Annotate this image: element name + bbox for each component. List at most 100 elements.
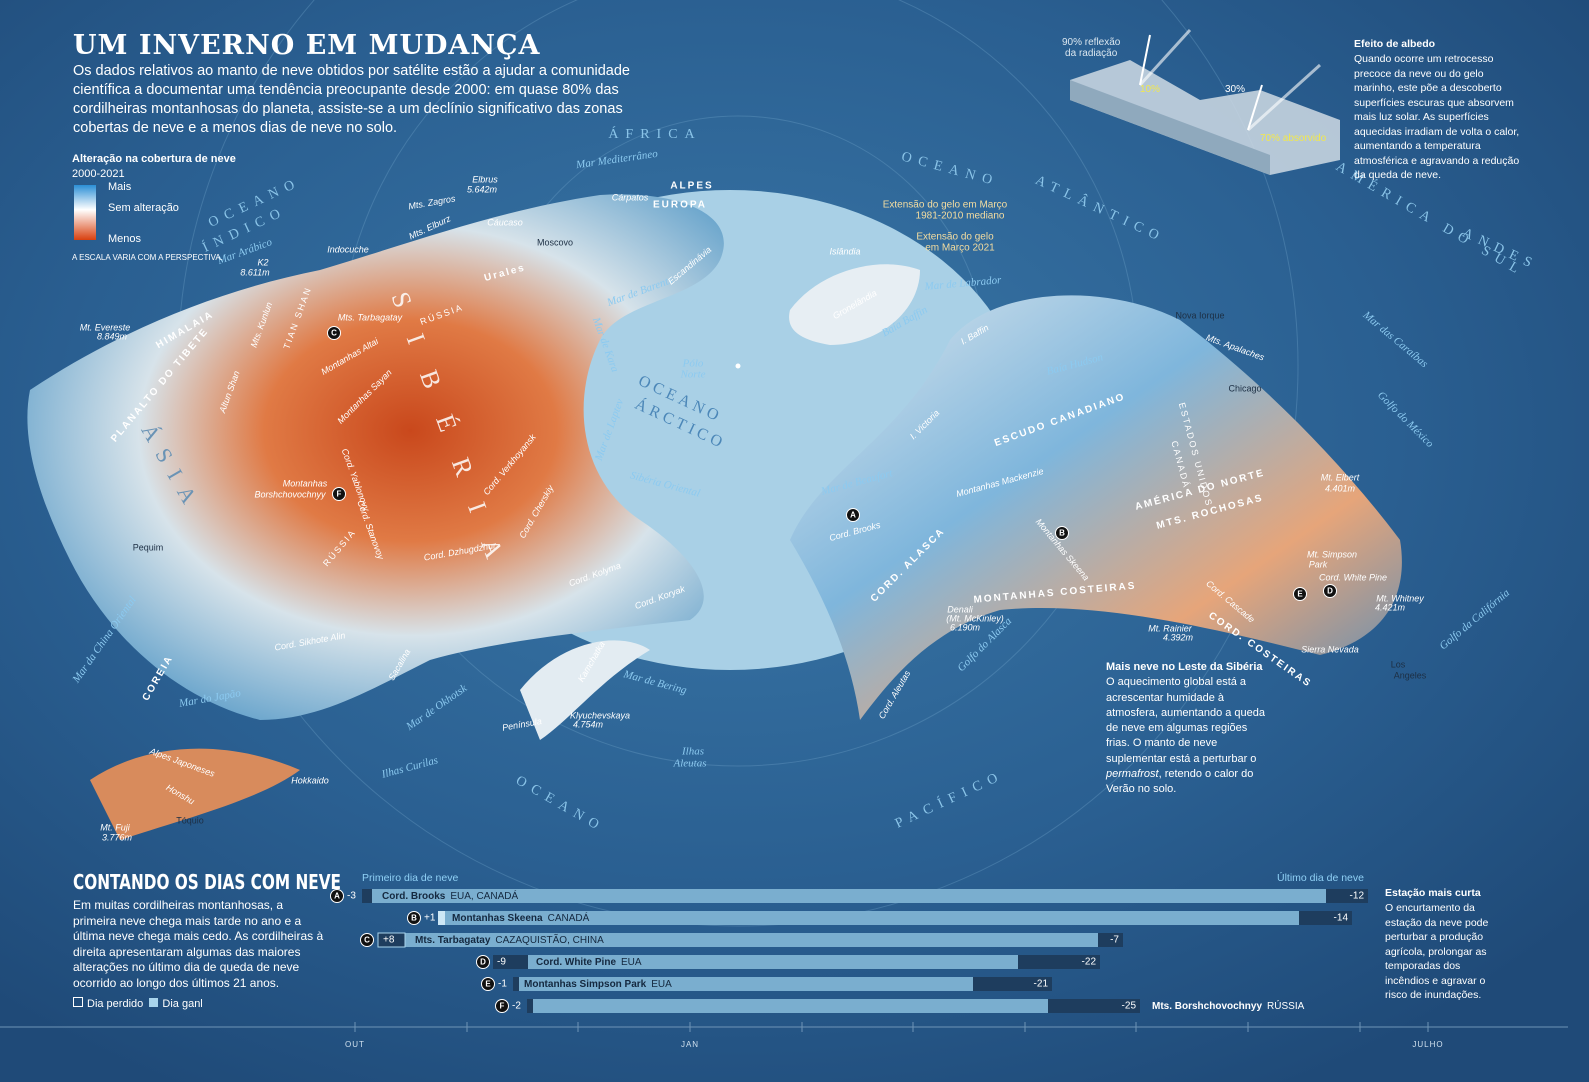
legend-note: A ESCALA VARIA COM A PERSPECTIVA. — [72, 253, 223, 262]
map-label: Mt. Evereste — [80, 322, 131, 332]
lost-end — [1048, 999, 1140, 1013]
north-pole — [735, 363, 741, 369]
map-label: Mt. Simpson — [1307, 549, 1357, 559]
lost-end — [973, 977, 1052, 991]
albedo-10: 10% — [1140, 84, 1161, 95]
row-letter: F — [500, 1002, 505, 1011]
map-label: Mts. Tarbagatay — [338, 312, 403, 322]
map-label: Extensão do gelo — [916, 232, 994, 243]
map-label: ALPES — [670, 181, 713, 192]
siberia-title: Mais neve no Leste da Sibéria — [1106, 661, 1263, 673]
map-label: (Mt. McKinley) — [946, 613, 1004, 623]
map-label: 1981-2010 mediano — [916, 211, 1005, 222]
map-marker — [327, 326, 341, 340]
map-marker — [1293, 587, 1307, 601]
albedo-30: 30% — [1225, 84, 1246, 95]
map-label: Cord. White Pine — [1319, 572, 1387, 582]
start-change — [438, 911, 445, 925]
first-change: +8 — [383, 935, 395, 946]
last-change: -25 — [1122, 1001, 1137, 1012]
map-label: Moscovo — [537, 237, 573, 247]
map-label: Extensão do gelo em Março — [883, 200, 1008, 211]
lost-end — [1018, 955, 1100, 969]
row-letter-bg — [495, 999, 509, 1013]
first-change: -2 — [512, 1001, 521, 1012]
map-label: Sierra Nevada — [1301, 644, 1359, 654]
legend-none: Sem alteração — [108, 202, 179, 214]
month-label: JULHO — [1412, 1040, 1443, 1049]
lost-end — [1299, 911, 1352, 925]
row-letter-bg — [481, 977, 495, 991]
map-marker-label: F — [337, 490, 342, 499]
range-country: EUA — [651, 979, 672, 990]
map-label: Nova Iorque — [1175, 310, 1224, 320]
legend-less: Menos — [108, 233, 142, 245]
legend-scale — [74, 185, 96, 240]
map-label: Cáucaso — [487, 217, 523, 227]
map-label: Aleutas — [673, 758, 707, 770]
map-label: Mt. Fuji — [100, 822, 131, 832]
map-label: em Março 2021 — [925, 243, 995, 254]
range-name-main: Montanhas Skeena — [452, 913, 543, 924]
siberia-text: O aquecimento global está a acrescentar … — [1106, 676, 1266, 765]
map-label: 3.776m — [102, 832, 133, 842]
albedo-reflect-2: da radiação — [1065, 48, 1118, 59]
row-letter-bg — [330, 889, 344, 903]
last-change: -22 — [1082, 957, 1097, 968]
lost-end — [1326, 889, 1368, 903]
range-country: EUA, CANADÁ — [450, 889, 518, 902]
shortest-text: O encurtamento da estação da neve pode p… — [1385, 902, 1489, 1001]
legend-title: Alteração na cobertura de neve — [72, 153, 236, 165]
map-label: Chicago — [1228, 383, 1261, 393]
map-label: Hokkaido — [291, 775, 329, 785]
map-label: Pequim — [133, 542, 164, 552]
map-label: Elbrus — [472, 174, 498, 184]
map-label: Angeles — [1394, 670, 1427, 680]
row-letter-bg — [476, 955, 490, 969]
legend-more: Mais — [108, 181, 132, 193]
range-country: RÚSSIA — [1267, 999, 1305, 1012]
row-letter: A — [334, 892, 340, 901]
counting-title: CONTANDO OS DIAS COM NEVE — [73, 870, 342, 894]
greenland — [789, 264, 920, 345]
season-bar — [362, 889, 1368, 903]
range-name-main: Cord. Brooks — [382, 891, 446, 902]
map-label: 6.190m — [950, 622, 981, 632]
map-label: Islândia — [829, 246, 860, 256]
gained-label: Dia ganl — [162, 998, 203, 1010]
range-country: EUA — [621, 957, 642, 968]
map-label: EUROPA — [653, 200, 707, 211]
north-america — [790, 295, 1402, 720]
range-name-main: Montanhas Simpson Park — [524, 979, 647, 990]
map-marker-label: A — [850, 511, 856, 520]
map-label: 4.754m — [573, 719, 604, 729]
albedo-title: Efeito de albedo — [1354, 38, 1436, 50]
last-change: -7 — [1110, 935, 1119, 946]
map-marker — [846, 508, 860, 522]
range-name: Mts. Borshchovochnyy RÚSSIA — [1152, 999, 1305, 1012]
map-label: 4.421m — [1375, 602, 1406, 612]
map-label: Los — [1391, 659, 1406, 669]
map-label: K2 — [257, 257, 268, 267]
range-name: Cord. Brooks EUA, CANADÁ — [382, 889, 518, 902]
first-change: -1 — [498, 979, 507, 990]
map-label: 5.642m — [467, 184, 498, 194]
row-letter-bg — [407, 911, 421, 925]
last-change: -21 — [1034, 979, 1049, 990]
first-change: -3 — [347, 891, 356, 902]
start-change — [362, 889, 372, 903]
map-label: Borshchovochnyy — [254, 489, 326, 499]
first-label: Primeiro dia de neve — [362, 872, 459, 884]
row-letter: C — [364, 936, 370, 945]
shortest-title: Estação mais curta — [1385, 887, 1481, 899]
season-bar — [438, 911, 1352, 925]
map-marker — [1323, 584, 1337, 598]
season-bar — [513, 977, 1052, 991]
first-change: -9 — [497, 957, 506, 968]
last-change: -12 — [1350, 891, 1365, 902]
last-label: Último dia de neve — [1277, 872, 1364, 884]
range-name-main: Mts. Borshchovochnyy — [1152, 1001, 1262, 1012]
map-label: Park — [1309, 559, 1328, 569]
